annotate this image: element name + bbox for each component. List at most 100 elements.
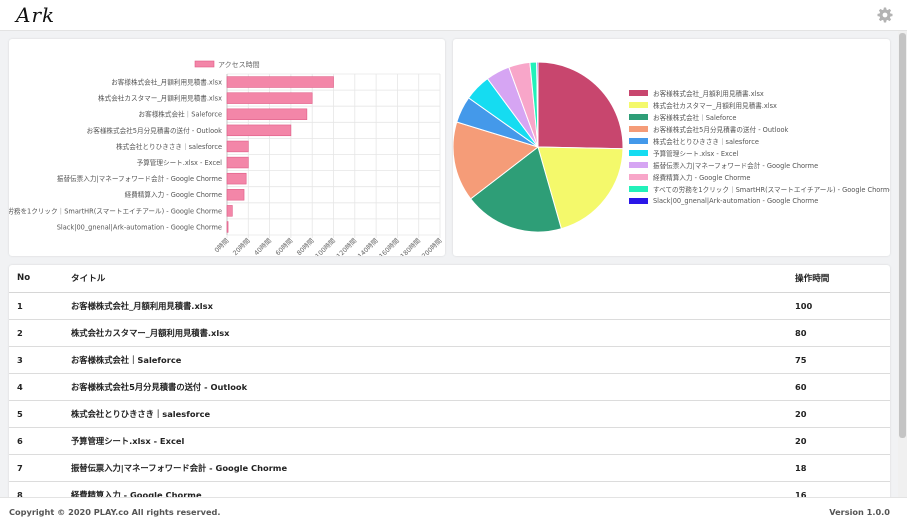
table-row[interactable]: 3 お客様株式会社｜Saleforce 75: [9, 346, 890, 374]
bar[interactable]: [226, 140, 249, 153]
cell-title: 株式会社とりひきさき｜salesforce: [63, 400, 787, 428]
cell-no: 1: [9, 292, 63, 320]
column-header-time[interactable]: 操作時間: [787, 265, 890, 293]
pie-legend-item[interactable]: 予算管理シート.xlsx - Excel: [629, 147, 738, 159]
pie-legend-item[interactable]: お客様株式会社5月分見積書の送付 - Outlook: [629, 123, 788, 135]
table-row[interactable]: 5 株式会社とりひきさき｜salesforce 20: [9, 400, 890, 428]
bar[interactable]: [226, 205, 233, 217]
pie-legend-swatch: [629, 138, 648, 144]
bar-category-label: 株式会社カスタマー_月額利用見積書.xlsx: [98, 94, 222, 103]
bar-legend-label: アクセス時間: [218, 61, 260, 69]
scrollbar-thumb[interactable]: [899, 33, 906, 438]
pie-legend-item[interactable]: お客様株式会社｜Saleforce: [629, 111, 736, 123]
operation-table: No タイトル 操作時間 1 お客様株式会社_月額利用見積書.xlsx 100 2 株式…: [9, 265, 890, 505]
cell-no: 6: [9, 427, 63, 455]
pie-legend-item[interactable]: 株式会社とりひきさき｜salesforce: [629, 135, 759, 147]
cell-no: 7: [9, 454, 63, 482]
bar-x-tick-label: 120時間: [335, 237, 358, 256]
cell-no: 4: [9, 373, 63, 401]
version-text: Version 1.0.0: [829, 507, 890, 517]
cell-title: 予算管理シート.xlsx - Excel: [63, 427, 787, 455]
pie-legend-swatch: [629, 162, 648, 168]
pie-legend-swatch: [629, 114, 648, 120]
top-bar: Ark: [0, 0, 907, 31]
bar-category-label: お客様株式会社_月額利用見積書.xlsx: [111, 77, 222, 86]
column-header-title[interactable]: タイトル: [63, 265, 787, 293]
pie-legend-swatch: [629, 198, 648, 204]
bar[interactable]: [226, 108, 308, 120]
cell-time: 20: [787, 400, 890, 428]
pie-slice[interactable]: [536, 61, 539, 148]
bar-x-tick-label: 80時間: [295, 237, 315, 256]
bar-x-tick-label: 140時間: [356, 237, 379, 256]
bar-chart-card: アクセス時間 お客様株式会社_月額利用見積書.xlsx 株式会社カスタマー_月額利…: [9, 39, 445, 256]
bar[interactable]: [226, 156, 249, 169]
pie-legend-label: 株式会社とりひきさき｜salesforce: [653, 138, 759, 146]
bar-x-tick-label: 200時間: [420, 237, 443, 256]
cell-time: 100: [787, 292, 890, 320]
pie-legend-label: すべての労務を1クリック｜SmartHR(スマートエイチアール) - Googl…: [653, 186, 890, 194]
bar[interactable]: [226, 221, 229, 233]
cell-time: 20: [787, 427, 890, 455]
cell-time: 60: [787, 373, 890, 401]
pie-legend-swatch: [629, 102, 648, 108]
table-row[interactable]: 7 振替伝票入力|マネーフォワード会計 - Google Chorme 18: [9, 454, 890, 482]
table-row[interactable]: 1 お客様株式会社_月額利用見積書.xlsx 100: [9, 292, 890, 320]
table-header-row: No タイトル 操作時間: [9, 265, 890, 293]
bar-category-label: この労務を1クリック｜SmartHR(スマートエイチアール) - Google …: [9, 206, 222, 215]
bar[interactable]: [226, 76, 334, 88]
pie-slice[interactable]: [453, 121, 540, 200]
cell-no: 3: [9, 346, 63, 374]
cell-no: 2: [9, 319, 63, 347]
bar-category-label: Slack|00_gnenal|Ark-automation - Google …: [57, 223, 222, 231]
pie-slice[interactable]: [469, 146, 562, 233]
pie-chart: [453, 61, 624, 233]
pie-legend-item[interactable]: Slack|00_gnenal|Ark-automation - Google …: [629, 195, 818, 207]
pie-legend-item[interactable]: 振替伝票入力|マネーフォワード会計 - Google Chorme: [629, 159, 818, 171]
copyright-text: Copyright © 2020 PLAY.co All rights rese…: [9, 507, 221, 517]
bar-x-tick-label: 180時間: [399, 237, 422, 256]
cell-title: お客様株式会社｜Saleforce: [63, 346, 787, 374]
pie-legend-swatch: [629, 126, 648, 132]
table-row[interactable]: 2 株式会社カスタマー_月額利用見積書.xlsx 80: [9, 319, 890, 347]
table-row[interactable]: 6 予算管理シート.xlsx - Excel 20: [9, 427, 890, 455]
pie-legend-swatch: [629, 186, 648, 192]
bar[interactable]: [226, 172, 247, 185]
bar[interactable]: [226, 92, 313, 104]
pie-legend-label: お客様株式会社_月額利用見積書.xlsx: [653, 90, 764, 98]
cell-no: 5: [9, 400, 63, 428]
cell-title: お客様株式会社_月額利用見積書.xlsx: [63, 292, 787, 320]
cell-time: 18: [787, 454, 890, 482]
bar-x-tick-label: 60時間: [274, 237, 294, 256]
pie-slice[interactable]: [537, 146, 624, 230]
app-logo[interactable]: Ark: [16, 3, 56, 27]
pie-legend-item[interactable]: すべての労務を1クリック｜SmartHR(スマートエイチアール) - Googl…: [629, 183, 890, 195]
table-row[interactable]: 4 お客様株式会社5月分見積書の送付 - Outlook 60: [9, 373, 890, 401]
bar-category-label: 予算管理シート.xlsx - Excel: [137, 158, 223, 167]
cell-title: お客様株式会社5月分見積書の送付 - Outlook: [63, 373, 787, 401]
bar-x-tick-label: 0時間: [213, 237, 231, 255]
pie-legend-item[interactable]: お客様株式会社_月額利用見積書.xlsx: [629, 87, 764, 99]
bar-category-label: お客様株式会社｜Saleforce: [139, 110, 222, 119]
bar-x-tick-label: 160時間: [377, 237, 400, 256]
column-header-no[interactable]: No: [9, 265, 63, 293]
bar-x-tick-label: 20時間: [231, 237, 251, 256]
footer: Copyright © 2020 PLAY.co All rights rese…: [0, 497, 907, 525]
bar[interactable]: [226, 124, 292, 137]
operation-table-card: No タイトル 操作時間 1 お客様株式会社_月額利用見積書.xlsx 100 2 株式…: [9, 265, 890, 505]
bar[interactable]: [226, 189, 245, 201]
pie-legend-item[interactable]: 経費精算入力 - Google Chorme: [629, 171, 750, 183]
pie-legend-item[interactable]: 株式会社カスタマー_月額利用見積書.xlsx: [629, 99, 777, 111]
cell-title: 株式会社カスタマー_月額利用見積書.xlsx: [63, 319, 787, 347]
bar-x-tick-label: 100時間: [314, 237, 337, 256]
cell-title: 振替伝票入力|マネーフォワード会計 - Google Chorme: [63, 454, 787, 482]
pie-legend-swatch: [629, 174, 648, 180]
pie-legend-label: 振替伝票入力|マネーフォワード会計 - Google Chorme: [653, 162, 819, 170]
gear-icon[interactable]: [877, 7, 893, 23]
bar-category-label: お客様株式会社5月分見積書の送付 - Outlook: [87, 126, 223, 135]
pie-slice[interactable]: [537, 61, 624, 150]
bar-category-label: 振替伝票入力|マネーフォワード会計 - Google Chorme: [57, 174, 222, 183]
pie-chart-card: お客様株式会社_月額利用見積書.xlsx 株式会社カスタマー_月額利用見積書.xl…: [453, 39, 890, 256]
pie-legend-swatch: [629, 150, 648, 156]
bar-legend-swatch: [194, 60, 215, 68]
